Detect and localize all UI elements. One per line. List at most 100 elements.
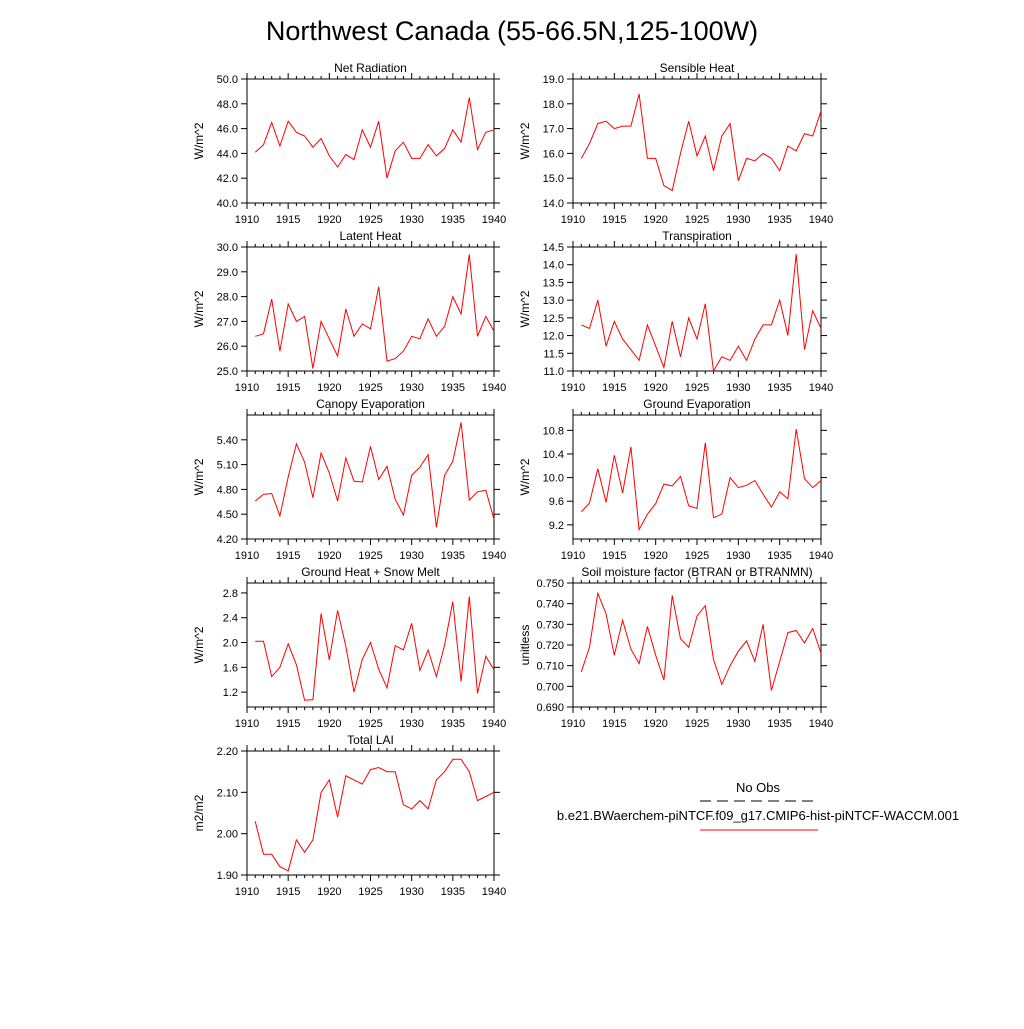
y-tick-label: 1.2: [223, 687, 238, 699]
x-tick-label: 1910: [235, 718, 259, 730]
y-tick-label: 11.5: [543, 348, 564, 360]
y-tick-label: 0.750: [536, 578, 564, 590]
x-tick-label: 1940: [482, 550, 506, 562]
y-tick-label: 25.0: [217, 366, 238, 378]
series-line: [580, 591, 822, 691]
series-line: [580, 93, 822, 192]
x-tick-label: 1925: [685, 550, 709, 562]
legend-model-label: b.e21.BWaerchem-piNTCF.f09_g17.CMIP6-his…: [557, 808, 959, 823]
x-tick-label: 1910: [235, 214, 259, 226]
panel-title: Net Radiation: [334, 61, 407, 75]
x-tick-label: 1925: [358, 382, 382, 394]
x-tick-label: 1925: [685, 718, 709, 730]
y-tick-label: 10.8: [543, 425, 564, 437]
y-tick-label: 30.0: [217, 242, 238, 254]
y-tick-label: 13.0: [543, 295, 564, 307]
panel-title: Transpiration: [662, 229, 732, 243]
y-axis-label: m2/m2: [192, 794, 206, 831]
y-tick-label: 0.720: [536, 640, 564, 652]
y-tick-label: 40.0: [217, 198, 238, 210]
y-tick-label: 9.6: [549, 496, 564, 508]
y-tick-label: 14.0: [543, 198, 564, 210]
x-tick-label: 1920: [643, 550, 667, 562]
x-tick-label: 1910: [561, 718, 585, 730]
y-tick-label: 26.0: [217, 341, 238, 353]
x-tick-label: 1920: [643, 214, 667, 226]
panel-latent-heat: 1910 1915 1920 1925 1930 1935 1940 25.0 26.0 27.0…: [192, 229, 506, 394]
x-tick-label: 1935: [441, 382, 465, 394]
legend-obs-label: No Obs: [736, 780, 781, 795]
y-tick-label: 4.20: [217, 534, 238, 546]
x-tick-label: 1930: [399, 214, 423, 226]
y-tick-label: 0.700: [536, 681, 564, 693]
x-tick-label: 1930: [399, 382, 423, 394]
y-tick-label: 0.740: [536, 599, 564, 611]
plot-frame: [572, 78, 822, 204]
x-tick-label: 1925: [358, 718, 382, 730]
y-tick-label: 50.0: [217, 74, 238, 86]
y-tick-label: 15.0: [543, 173, 564, 185]
panel-title: Total LAI: [347, 733, 394, 747]
x-tick-label: 1920: [317, 718, 341, 730]
y-tick-label: 5.40: [217, 435, 238, 447]
x-tick-label: 1910: [235, 886, 259, 898]
x-tick-label: 1925: [358, 886, 382, 898]
x-tick-label: 1920: [317, 886, 341, 898]
y-tick-label: 2.20: [217, 746, 238, 758]
y-axis-label: unitless: [518, 625, 532, 666]
panel-title: Latent Heat: [339, 229, 402, 243]
y-tick-label: 2.00: [217, 829, 238, 841]
y-axis-label: W/m^2: [192, 122, 206, 159]
x-tick-label: 1915: [276, 382, 300, 394]
y-tick-label: 17.0: [543, 124, 564, 136]
y-tick-label: 16.0: [543, 148, 564, 160]
y-tick-label: 10.0: [543, 473, 564, 485]
y-tick-label: 11.0: [543, 366, 564, 378]
x-tick-label: 1940: [809, 382, 833, 394]
panel-soil-moisture-factor-btran-or-btranmn: 1910 1915 1920 1925 1930 1935 1940 0.690 0.700 0.…: [518, 565, 833, 730]
x-tick-label: 1940: [482, 382, 506, 394]
y-tick-label: 42.0: [217, 173, 238, 185]
y-tick-label: 2.8: [223, 588, 238, 600]
x-tick-label: 1940: [482, 214, 506, 226]
y-tick-label: 9.2: [549, 520, 564, 532]
panel-canopy-evaporation: 1910 1915 1920 1925 1930 1935 1940 4.20 4.50 4.80…: [192, 397, 506, 562]
x-tick-label: 1910: [235, 550, 259, 562]
series-line: [255, 254, 495, 369]
x-tick-label: 1930: [726, 382, 750, 394]
x-tick-label: 1935: [767, 550, 791, 562]
x-tick-label: 1920: [317, 550, 341, 562]
y-tick-label: 46.0: [217, 124, 238, 136]
panel-transpiration: 1910 1915 1920 1925 1930 1935 1940 11.0 11.5 12.0…: [518, 229, 833, 394]
y-axis-label: W/m^2: [192, 290, 206, 327]
y-tick-label: 10.4: [543, 449, 564, 461]
y-tick-label: 27.0: [217, 316, 238, 328]
x-tick-label: 1930: [399, 550, 423, 562]
x-tick-label: 1915: [276, 718, 300, 730]
figure-title: Northwest Canada (55-66.5N,125-100W): [266, 16, 758, 46]
legend: No Obs b.e21.BWaerchem-piNTCF.f09_g17.CM…: [557, 780, 959, 831]
x-tick-label: 1910: [561, 550, 585, 562]
panel-title: Soil moisture factor (BTRAN or BTRANMN): [581, 565, 812, 579]
x-tick-label: 1915: [276, 886, 300, 898]
x-tick-label: 1915: [602, 550, 626, 562]
x-tick-label: 1925: [685, 382, 709, 394]
y-tick-label: 29.0: [217, 267, 238, 279]
y-tick-label: 0.730: [536, 619, 564, 631]
plot-frame: [246, 78, 495, 204]
x-tick-label: 1935: [767, 382, 791, 394]
x-tick-label: 1925: [358, 550, 382, 562]
panel-total-lai: 1910 1915 1920 1925 1930 1935 1940 1.90 2.00 2.10…: [192, 733, 506, 898]
x-tick-label: 1920: [317, 214, 341, 226]
x-tick-label: 1920: [643, 718, 667, 730]
x-tick-label: 1920: [317, 382, 341, 394]
x-tick-label: 1915: [602, 718, 626, 730]
x-tick-label: 1935: [767, 718, 791, 730]
y-tick-label: 0.690: [536, 702, 564, 714]
panel-ground-heat-snow-melt: 1910 1915 1920 1925 1930 1935 1940 1.2 1.6 2.0 2.4…: [192, 565, 506, 730]
y-tick-label: 14.5: [543, 242, 564, 254]
x-tick-label: 1910: [561, 214, 585, 226]
series-line: [254, 758, 495, 872]
panel-sensible-heat: 1910 1915 1920 1925 1930 1935 1940 14.0 15.0 16.0…: [518, 61, 833, 226]
